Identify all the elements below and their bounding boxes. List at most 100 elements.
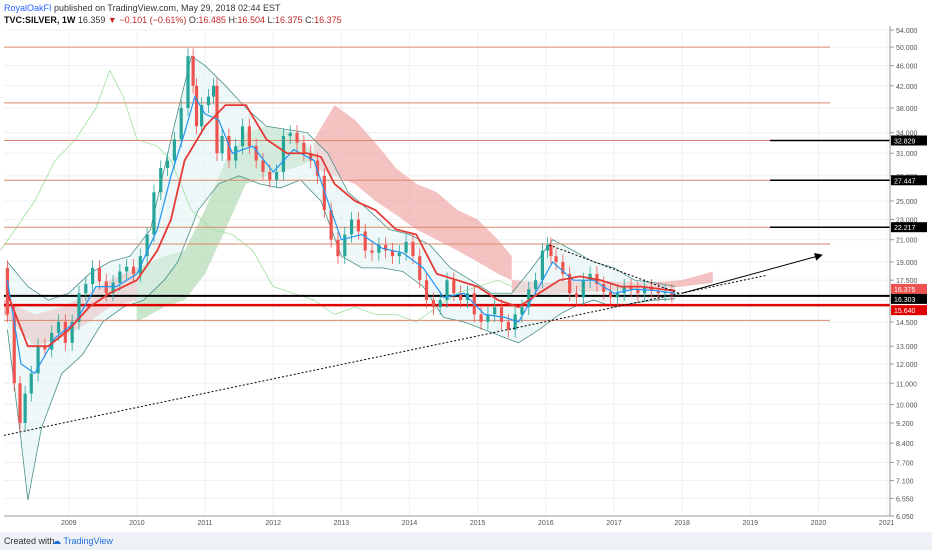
y-tick-label: 25.000 — [896, 199, 918, 206]
candle-body — [118, 271, 122, 283]
candle-body — [211, 85, 216, 97]
symbol-name[interactable]: TVC:SILVER, 1W — [4, 15, 76, 25]
candle-body — [12, 314, 16, 384]
candle-body — [554, 256, 558, 262]
symbol-line: TVC:SILVER, 1W 16.359 ▼ −0.101 (−0.61%) … — [4, 14, 342, 26]
y-tick-label: 7.100 — [896, 478, 914, 485]
candle-body — [513, 314, 517, 330]
candle-body — [43, 346, 47, 350]
projection-arrow — [681, 253, 823, 294]
cloud-bear — [314, 105, 512, 281]
y-tick-label: 9.200 — [896, 421, 914, 428]
price-chart[interactable]: 54.000 50.000 46.000 42.000 38.000 34.000 31.0… — [0, 0, 932, 532]
price-label-bg — [891, 305, 927, 316]
candle-body — [493, 307, 497, 315]
y-tick-label: 46.000 — [896, 64, 918, 71]
candles — [5, 48, 674, 431]
candle-body — [452, 280, 456, 294]
kijun-line — [6, 104, 676, 348]
price-label: 16.303 — [894, 297, 916, 304]
y-tick-label: 17.500 — [896, 278, 918, 285]
candle-body — [608, 291, 613, 298]
time-axis[interactable]: 2009 2010 2011 2012 2013 2014 2015 2016 2017 2018… — [4, 515, 894, 527]
candle-body — [499, 307, 504, 322]
candle-body — [29, 373, 33, 394]
y-tick-label: 6.050 — [896, 514, 914, 521]
candle-body — [363, 231, 367, 251]
candle-body — [240, 126, 245, 147]
price-label: 16.375 — [894, 287, 916, 294]
candle-body — [145, 234, 149, 257]
x-tick-label: 2017 — [606, 520, 622, 527]
indicator-lines — [6, 95, 676, 375]
candle-body — [191, 56, 195, 86]
candle-body — [194, 85, 199, 127]
candle-body — [315, 160, 320, 176]
y-tick-label: 19.000 — [896, 260, 918, 267]
y-tick-label: 7.700 — [896, 460, 914, 467]
candle-body — [104, 281, 108, 294]
candle-body — [322, 175, 326, 211]
band-upper — [7, 55, 676, 301]
candle-body — [268, 171, 272, 180]
open-value: 16.485 — [198, 15, 226, 25]
high-value: 16.504 — [237, 15, 265, 25]
y-tick-label: 6.550 — [896, 496, 914, 503]
candle-body — [588, 273, 592, 281]
candle-body — [384, 245, 388, 251]
price-axis[interactable]: 54.000 50.000 46.000 42.000 38.000 34.000 31.0… — [889, 26, 927, 521]
candle-body — [227, 136, 231, 161]
x-tick-label: 2013 — [334, 520, 350, 527]
candle-body — [165, 160, 170, 169]
lagging-span — [0, 69, 512, 323]
candle-body — [200, 105, 204, 127]
candle-body — [411, 241, 415, 257]
price-label: 22.217 — [894, 225, 916, 232]
candle-body — [18, 383, 22, 423]
candle-body — [309, 153, 313, 161]
author-link[interactable]: RoyalOakFI — [4, 3, 52, 13]
candle-body — [23, 393, 27, 423]
price-label: 32.829 — [894, 138, 916, 145]
candle-body — [418, 256, 422, 281]
candle-body — [84, 284, 88, 294]
price-label-bg — [891, 135, 927, 146]
publish-line: RoyalOakFI published on TradingView.com,… — [4, 2, 342, 14]
y-tick-label: 10.000 — [896, 402, 918, 409]
candle-body — [636, 289, 640, 294]
candle-body — [549, 245, 553, 257]
close-label: C: — [305, 15, 315, 25]
candle-body — [349, 219, 354, 235]
created-with: Created with — [4, 536, 55, 546]
tradingview-logo[interactable]: ☁ TradingView — [52, 532, 113, 550]
candle-body — [288, 132, 292, 137]
candle-body — [125, 266, 129, 272]
price-label-bg — [891, 283, 927, 294]
candle-body — [629, 286, 633, 290]
x-tick-label: 2019 — [742, 520, 758, 527]
candle-body — [404, 241, 408, 253]
candle-body — [234, 146, 238, 161]
last-price: 16.359 — [77, 15, 106, 25]
candle-body — [534, 280, 538, 290]
open-label: O: — [188, 15, 199, 25]
close-value: 16.375 — [314, 15, 342, 25]
candle-body — [622, 286, 626, 294]
tenkan-line — [6, 95, 676, 375]
candle-body — [545, 245, 550, 251]
published-text: published on TradingView.com, May 29, 20… — [54, 3, 281, 13]
candle-body — [581, 280, 585, 298]
candle-body — [302, 142, 306, 154]
candle-body — [5, 267, 10, 315]
candle-body — [152, 192, 156, 235]
candle-body — [479, 314, 483, 322]
candle-body — [247, 126, 251, 147]
candle-body — [390, 250, 395, 257]
price-label-bg — [891, 175, 927, 186]
candle-body — [111, 282, 115, 294]
y-tick-label: 31.000 — [896, 151, 918, 158]
candle-body — [431, 300, 435, 308]
x-tick-label: 2020 — [811, 520, 827, 527]
candle-body — [329, 210, 333, 240]
high-label: H: — [228, 15, 238, 25]
